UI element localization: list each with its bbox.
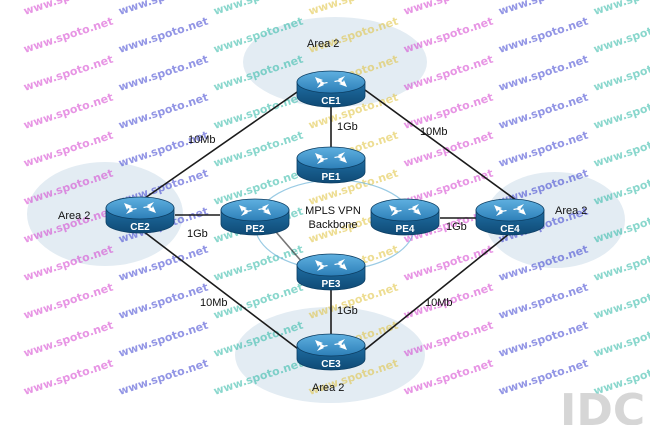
watermark-text: www.spoto.net [117,91,210,132]
watermark-text: www.spoto.net [402,243,495,284]
watermark-text: www.spoto.net [497,0,590,18]
link-labels: 10Mb 10Mb 10Mb 10Mb 1Gb 1Gb 1Gb 1Gb [187,121,467,317]
watermark-text: www.spoto.net [212,0,305,18]
watermark-text: www.spoto.net [117,319,210,360]
router-label-ce3: CE3 [321,359,341,370]
area-label-right: Area 2 [555,205,587,217]
backbone-label-line1: MPLS VPN [305,205,361,217]
watermark-text: www.spoto.net [592,129,650,170]
area-cloud-top [243,17,427,107]
corner-logo: IDC [560,385,645,425]
router-ce3[interactable]: CE3 [296,333,366,371]
watermark-text: www.spoto.net [22,91,115,132]
watermark-text: www.spoto.net [402,129,495,170]
link-label-ce1-ce2: 10Mb [188,134,216,146]
watermark-text: www.spoto.net [592,91,650,132]
watermark-text: www.spoto.net [117,0,210,18]
links [134,89,521,353]
link-label-pe3-ce3: 1Gb [337,305,358,317]
watermark-text: www.spoto.net [402,91,495,132]
watermark-text: www.spoto.net [307,0,400,18]
watermark-text: www.spoto.net [592,281,650,322]
watermark-text: www.spoto.net [497,53,590,94]
link-label-ce1-pe1: 1Gb [337,121,358,133]
router-label-ce1: CE1 [321,96,341,107]
router-pe2[interactable]: PE2 [220,198,290,236]
router-pe1[interactable]: PE1 [296,146,366,184]
watermark-text: www.spoto.net [497,281,590,322]
watermark-text: www.spoto.net [117,357,210,398]
watermark-text: www.spoto.net [22,281,115,322]
router-label-ce2: CE2 [130,222,150,233]
watermark-text: www.spoto.net [22,0,115,18]
router-ce4[interactable]: CE4 [475,198,545,236]
router-label-pe2: PE2 [246,224,265,235]
link-ce3-ce4 [361,224,521,353]
watermark-text: www.spoto.net [22,53,115,94]
link-ce1-ce2 [134,89,301,206]
area-cloud-right [485,172,625,268]
watermark-text: www.spoto.net [212,129,305,170]
area-label-bottom: Area 2 [312,382,344,394]
link-ce1-ce4 [364,89,521,204]
watermark-text: www.spoto.net [592,15,650,56]
router-label-pe1: PE1 [322,172,341,183]
link-ce2-ce3 [134,224,303,353]
router-pe4[interactable]: PE4 [370,198,440,236]
watermark-text: www.spoto.net [497,129,590,170]
link-label-ce2-pe2: 1Gb [187,228,208,240]
watermark-text: www.spoto.net [402,0,495,18]
watermark-text: www.spoto.net [117,15,210,56]
link-label-ce3-ce4: 10Mb [425,297,453,309]
watermark-text: www.spoto.net [117,281,210,322]
backbone-label-line2: Backbone [309,219,358,231]
router-pe3[interactable]: PE3 [296,253,366,291]
link-label-ce1-ce4: 10Mb [420,126,448,138]
watermark-text: www.spoto.net [497,319,590,360]
watermark-text: www.spoto.net [22,357,115,398]
area-labels: Area 2 Area 2 Area 2 Area 2 [58,38,587,394]
router-label-pe3: PE3 [322,279,341,290]
router-label-ce4: CE4 [500,224,520,235]
router-ce1[interactable]: CE1 [296,70,366,108]
watermark-text: www.spoto.net [592,319,650,360]
router-ce2[interactable]: CE2 [105,196,175,234]
area-label-left: Area 2 [58,210,90,222]
link-label-pe4-ce4: 1Gb [446,221,467,233]
area-cloud-left [27,162,183,266]
watermark-text: www.spoto.net [117,53,210,94]
link-label-ce2-ce3: 10Mb [200,297,228,309]
area-label-top: Area 2 [307,38,339,50]
watermark-text: www.spoto.net [497,91,590,132]
watermark-text: www.spoto.net [497,15,590,56]
watermark-text: www.spoto.net [402,15,495,56]
watermark-text: www.spoto.net [22,319,115,360]
watermark-text: www.spoto.net [22,15,115,56]
watermark-text: www.spoto.net [592,53,650,94]
watermark-text: www.spoto.net [592,0,650,18]
router-label-pe4: PE4 [396,224,415,235]
